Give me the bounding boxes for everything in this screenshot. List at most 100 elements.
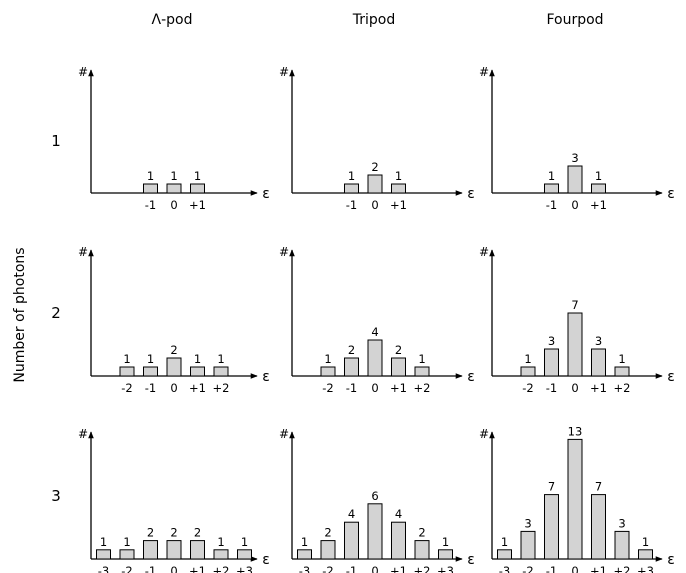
bar-c2-r1-0: [520, 366, 536, 377]
bar-value-label-c0-r0-0: 1: [147, 169, 154, 183]
bar-value-label-c1-r0-0: 1: [348, 169, 355, 183]
bar-value-label-c0-r1-2: 2: [170, 343, 177, 357]
bar-c0-r2-2: [143, 540, 158, 560]
bar-value-label-c1-r2-5: 2: [418, 526, 425, 540]
bar-value-label-c2-r2-1: 3: [524, 516, 531, 530]
tick-label-c2-r1-2: 0: [571, 381, 578, 395]
bar-value-label-c2-r0-1: 3: [571, 151, 578, 165]
bar-c0-r1-3: [190, 366, 205, 377]
bar-c1-r0-2: [391, 183, 406, 194]
tick-label-c0-r2-4: +1: [189, 564, 206, 573]
bar-c0-r2-6: [237, 549, 252, 560]
bar-c1-r1-1: [344, 357, 359, 377]
bar-value-label-c2-r2-2: 7: [548, 480, 555, 494]
bar-value-label-c0-r1-0: 1: [123, 352, 130, 366]
tick-label-c0-r2-5: +2: [213, 564, 230, 573]
bar-value-label-c2-r2-5: 3: [618, 516, 625, 530]
bar-c2-r2-6: [638, 549, 653, 560]
y-axis-symbol-c2-r1: #: [479, 245, 489, 259]
y-axis-symbol-c0-r0: #: [78, 65, 88, 79]
bar-value-label-c1-r2-3: 6: [371, 489, 378, 503]
tick-label-c1-r1-2: 0: [371, 381, 378, 395]
bar-c0-r2-1: [119, 549, 135, 560]
bar-c1-r2-3: [367, 503, 383, 560]
bar-c1-r1-3: [391, 357, 406, 377]
bar-value-label-c1-r2-4: 4: [395, 507, 402, 521]
bar-value-label-c2-r1-2: 7: [571, 298, 578, 312]
x-axis-symbol-c2-r2: ε: [667, 552, 675, 568]
tick-label-c0-r2-3: 0: [170, 564, 177, 573]
bar-value-label-c1-r1-2: 4: [371, 325, 378, 339]
bar-value-label-c0-r2-1: 1: [123, 535, 130, 549]
tick-label-c2-r1-0: -2: [522, 381, 533, 395]
y-axis-title: Number of photons: [12, 247, 28, 382]
tick-label-c2-r0-0: -1: [546, 198, 557, 212]
tick-label-c2-r0-2: +1: [590, 198, 607, 212]
x-axis-symbol-c0-r0: ε: [262, 186, 270, 202]
bar-value-label-c1-r2-2: 4: [348, 507, 355, 521]
histogram-panels: # ε 1 -1 1 0 1 +1 # ε 1 -1 2 0 1 +1 # ε 1 -1 3 0 1 +1 # ε 1 -2 1 -1 2 0…: [78, 65, 675, 573]
bar-value-label-c2-r1-1: 3: [548, 334, 555, 348]
row-label-1-photon: 1: [51, 132, 61, 150]
tick-label-c1-r2-1: -2: [322, 564, 333, 573]
bar-value-label-c2-r1-0: 1: [524, 352, 531, 366]
bar-c1-r2-2: [344, 521, 359, 560]
column-title-lambda-pod: Λ-pod: [152, 12, 193, 28]
tick-label-c0-r1-1: -1: [145, 381, 156, 395]
bar-value-label-c1-r1-3: 2: [395, 343, 402, 357]
tick-label-c1-r2-5: +2: [414, 564, 431, 573]
bar-c2-r0-2: [591, 183, 606, 194]
y-axis-symbol-c0-r1: #: [78, 245, 88, 259]
bar-c2-r2-0: [497, 549, 512, 560]
bar-value-label-c0-r2-0: 1: [100, 535, 107, 549]
tick-label-c1-r2-4: +1: [390, 564, 407, 573]
bar-c2-r2-2: [544, 494, 559, 560]
y-axis-symbol-c1-r1: #: [279, 245, 289, 259]
bar-c2-r1-3: [591, 348, 606, 377]
column-title-tripod: Tripod: [352, 12, 395, 28]
bar-value-label-c1-r2-6: 1: [442, 535, 449, 549]
bar-c2-r1-2: [567, 312, 583, 377]
x-axis-symbol-c1-r2: ε: [467, 552, 475, 568]
tick-label-c0-r2-1: -2: [121, 564, 132, 573]
x-axis-symbol-c0-r1: ε: [262, 369, 270, 385]
y-axis-symbol-c2-r2: #: [479, 427, 489, 441]
y-axis-symbol-c1-r0: #: [279, 65, 289, 79]
bar-c2-r1-1: [544, 348, 559, 377]
tick-label-c0-r1-3: +1: [189, 381, 206, 395]
bar-value-label-c2-r0-0: 1: [548, 169, 555, 183]
bar-value-label-c0-r0-1: 1: [170, 169, 177, 183]
tick-label-c1-r2-0: -3: [299, 564, 310, 573]
tick-label-c0-r0-2: +1: [189, 198, 206, 212]
tick-label-c0-r2-2: -1: [145, 564, 156, 573]
bar-value-label-c1-r1-1: 2: [348, 343, 355, 357]
bar-value-label-c2-r2-3: 13: [568, 424, 583, 438]
tick-label-c2-r1-4: +2: [614, 381, 631, 395]
bar-value-label-c2-r1-3: 3: [595, 334, 602, 348]
bar-value-label-c0-r1-4: 1: [217, 352, 224, 366]
y-axis-symbol-c0-r2: #: [78, 427, 88, 441]
x-axis-symbol-c2-r1: ε: [667, 369, 675, 385]
x-axis-symbol-c2-r0: ε: [667, 186, 675, 202]
bar-value-label-c0-r0-2: 1: [194, 169, 201, 183]
tick-label-c1-r0-0: -1: [346, 198, 357, 212]
x-axis-symbol-c1-r1: ε: [467, 369, 475, 385]
bar-c0-r2-3: [166, 540, 182, 560]
tick-label-c1-r1-0: -2: [322, 381, 333, 395]
bar-c0-r2-4: [190, 540, 205, 560]
tick-label-c2-r2-6: +3: [637, 564, 654, 573]
bar-c0-r0-0: [143, 183, 158, 194]
bar-c1-r0-0: [344, 183, 359, 194]
tick-label-c1-r2-3: 0: [371, 564, 378, 573]
bar-c0-r2-5: [213, 549, 229, 560]
bar-c0-r2-0: [96, 549, 111, 560]
bar-value-label-c0-r1-1: 1: [147, 352, 154, 366]
tick-label-c2-r0-1: 0: [571, 198, 578, 212]
bar-value-label-c1-r2-0: 1: [301, 535, 308, 549]
tick-label-c1-r2-2: -1: [346, 564, 357, 573]
bar-c1-r0-1: [367, 174, 383, 194]
tick-label-c2-r2-0: -3: [499, 564, 510, 573]
bar-c1-r1-2: [367, 339, 383, 377]
bar-value-label-c1-r1-4: 1: [418, 352, 425, 366]
tick-label-c0-r2-0: -3: [98, 564, 109, 573]
